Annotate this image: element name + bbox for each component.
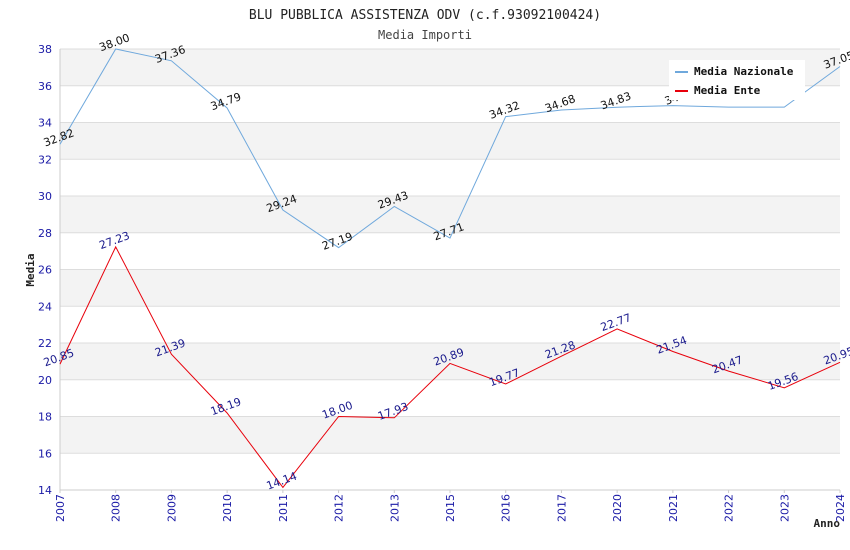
legend: Media Nazionale Media Ente (669, 60, 805, 100)
y-tick-label: 22 (38, 337, 52, 350)
x-tick-label: 2012 (333, 494, 346, 522)
data-label: 34.83 (599, 89, 633, 112)
x-tick-label: 2022 (723, 494, 736, 522)
chart-title: BLU PUBBLICA ASSISTENZA ODV (c.f.9309210… (249, 8, 601, 23)
legend-label-nazionale: Media Nazionale (694, 65, 794, 78)
x-tick-label: 2010 (221, 494, 234, 522)
grid-bands (60, 49, 840, 454)
x-tick-label: 2021 (667, 494, 680, 522)
x-tick-label: 2023 (778, 494, 791, 522)
x-tick-label: 2020 (611, 494, 624, 522)
x-tick-label: 2024 (834, 494, 847, 522)
x-tick-label: 2017 (555, 494, 568, 522)
grid-band (60, 196, 840, 233)
y-tick-label: 32 (38, 153, 52, 166)
x-axis-label: Anno (814, 517, 841, 530)
x-tick-label: 2015 (444, 494, 457, 522)
y-tick-labels: 14 16 18 20 22 24 26 28 30 32 34 36 38 (38, 43, 52, 497)
data-label: 27.19 (320, 230, 354, 253)
y-tick-label: 18 (38, 411, 52, 424)
y-tick-label: 14 (38, 484, 52, 497)
y-tick-label: 24 (38, 300, 52, 313)
y-tick-label: 26 (38, 264, 52, 277)
y-tick-label: 28 (38, 227, 52, 240)
chart-subtitle: Media Importi (378, 28, 472, 42)
x-tick-label: 2008 (110, 494, 123, 522)
y-tick-label: 16 (38, 447, 52, 460)
data-label: 14.14 (265, 470, 299, 493)
series-line-media-nazionale (59, 48, 841, 249)
x-tick-label: 2013 (388, 494, 401, 522)
data-label: 34.68 (543, 92, 577, 115)
series-lines (59, 48, 841, 489)
data-label: 34.79 (209, 90, 243, 113)
x-tick-labels: 2007 2008 2009 2010 2011 2012 2013 2015 2016 2017… (54, 490, 847, 522)
y-tick-label: 36 (38, 80, 52, 93)
x-tick-label: 2016 (500, 494, 513, 522)
legend-background (669, 60, 805, 100)
data-label: 22.77 (599, 311, 633, 334)
grid-band (60, 416, 840, 454)
series-line-media-ente (59, 245, 841, 489)
x-tick-label: 2011 (277, 494, 290, 522)
y-tick-label: 30 (38, 190, 52, 203)
y-tick-label: 38 (38, 43, 52, 56)
grid-lines (60, 48, 840, 491)
legend-label-ente: Media Ente (694, 84, 761, 97)
x-tick-label: 2007 (54, 494, 67, 522)
y-axis-label: Media (24, 253, 37, 286)
y-tick-label: 34 (38, 117, 52, 130)
x-tick-label: 2009 (165, 494, 178, 522)
y-tick-label: 20 (38, 374, 52, 387)
grid-band (60, 269, 840, 307)
grid-band (60, 122, 840, 160)
